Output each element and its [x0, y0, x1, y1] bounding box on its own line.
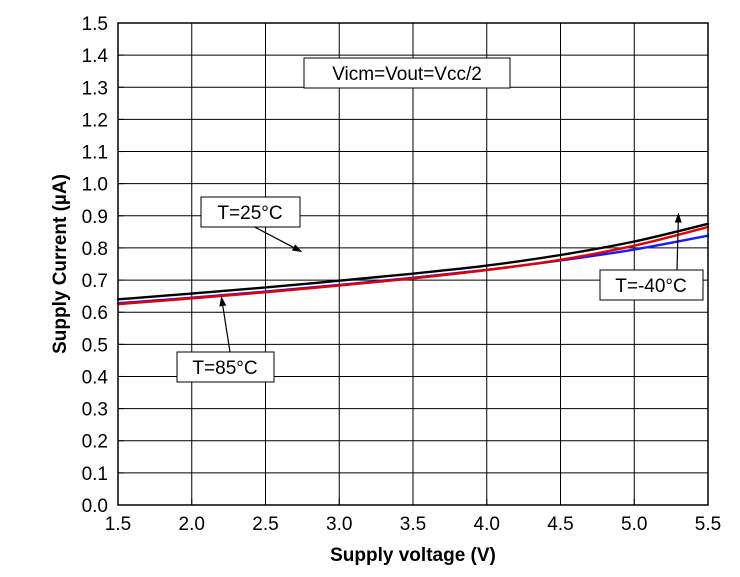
y-tick-label: 1.3 — [82, 78, 108, 99]
y-tick-label: 0.0 — [82, 496, 108, 517]
y-tick-label: 0.9 — [82, 207, 108, 228]
y-tick-label: 1.4 — [82, 46, 109, 67]
grid-lines — [117, 22, 709, 506]
leader-line-t85 — [222, 305, 231, 353]
plot-frame — [117, 22, 709, 506]
y-tick-label: 0.5 — [82, 335, 108, 356]
leader-line-tminus40 — [676, 222, 679, 271]
y-axis-title: Supply Current (µA) — [50, 174, 71, 354]
label-tminus40: T=-40°C — [615, 276, 686, 297]
y-tick-label: 0.2 — [82, 432, 108, 453]
condition-label: Vicm=Vout=Vcc/2 — [332, 64, 482, 85]
x-tick-label: 2.0 — [179, 514, 205, 535]
label-t25: T=25°C — [217, 203, 282, 224]
y-tick-label: 0.6 — [82, 303, 108, 324]
condition-box — [303, 57, 511, 89]
y-tick-label: 1.0 — [82, 175, 108, 196]
label-t85: T=85°C — [192, 358, 257, 379]
annotation-tminus40: T=-40°C — [599, 212, 704, 301]
x-tick-label: 5.5 — [695, 514, 721, 535]
y-tick-labels: 0.0 0.1 0.2 0.3 0.4 0.5 0.6 0.7 0.8 0.9 1.0 1.1 1.2 1… — [82, 14, 109, 517]
label-box-tminus40 — [599, 269, 704, 301]
arrowhead-t25 — [291, 244, 303, 253]
series-line-t-85-c — [116, 225, 710, 306]
annotation-t85: T=85°C — [176, 296, 275, 383]
y-tick-label: 1.1 — [82, 143, 108, 164]
y-tick-label: 1.2 — [82, 110, 108, 131]
x-tick-label: 3.0 — [326, 514, 352, 535]
series-line-t-25-c — [116, 222, 710, 301]
y-tick-label: 0.4 — [82, 367, 109, 388]
x-tick-labels: 1.5 2.0 2.5 3.0 3.5 4.0 4.5 5.0 5.5 — [105, 514, 721, 535]
label-box-t85 — [176, 351, 275, 383]
y-tick-label: 0.8 — [82, 239, 108, 260]
x-tick-label: 1.5 — [105, 514, 131, 535]
arrowhead-tminus40 — [674, 212, 682, 223]
x-tick-label: 4.5 — [547, 514, 573, 535]
y-tick-label: 1.5 — [82, 14, 108, 35]
x-tick-label: 2.5 — [252, 514, 278, 535]
x-tick-label: 5.0 — [621, 514, 647, 535]
label-box-t25 — [200, 196, 301, 228]
arrowhead-t85 — [219, 296, 227, 307]
x-tick-label: 4.0 — [474, 514, 500, 535]
x-tick-label: 3.5 — [400, 514, 426, 535]
y-tick-label: 0.3 — [82, 400, 108, 421]
x-axis-title: Supply voltage (V) — [330, 545, 496, 566]
series-lines — [116, 222, 710, 306]
y-tick-label: 0.1 — [82, 464, 108, 485]
annotation-t25: T=25°C — [200, 196, 303, 253]
y-tick-label: 0.7 — [82, 271, 108, 292]
